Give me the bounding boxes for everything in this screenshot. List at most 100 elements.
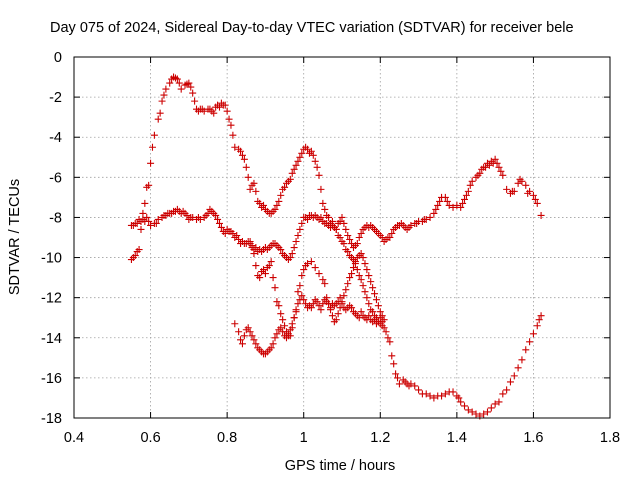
- data-point-marker: [384, 334, 392, 342]
- data-point-marker: [369, 308, 377, 316]
- data-point-marker: [407, 380, 415, 388]
- data-point-marker: [214, 215, 222, 223]
- data-point-marker: [284, 332, 292, 340]
- data-point-marker: [380, 316, 388, 324]
- data-point-marker: [150, 131, 158, 139]
- data-point-marker: [233, 231, 241, 239]
- data-point-marker: [256, 274, 264, 282]
- data-point-marker: [321, 205, 329, 213]
- data-point-marker: [311, 157, 319, 165]
- data-point-marker: [215, 103, 223, 111]
- data-point-marker: [277, 191, 285, 199]
- data-point-marker: [325, 300, 333, 308]
- data-point-marker: [229, 229, 237, 237]
- data-point-marker: [371, 290, 379, 298]
- data-point-marker: [522, 181, 530, 189]
- data-point-marker: [317, 185, 325, 193]
- data-point-marker: [323, 294, 331, 302]
- data-point-marker: [221, 229, 229, 237]
- x-tick-label: 1.4: [447, 430, 467, 446]
- data-point-marker: [317, 306, 325, 314]
- data-point-marker: [441, 193, 449, 201]
- data-point-marker: [246, 328, 254, 336]
- data-point-marker: [357, 250, 365, 258]
- data-point-marker: [457, 203, 465, 211]
- data-point-marker: [133, 219, 141, 227]
- y-tick-label: -18: [41, 411, 62, 427]
- data-point-marker: [483, 408, 491, 416]
- data-point-marker: [139, 209, 147, 217]
- data-point-marker: [152, 219, 160, 227]
- data-point-marker: [522, 346, 530, 354]
- data-point-marker: [359, 254, 367, 262]
- data-point-marker: [338, 298, 346, 306]
- y-tick-label: -8: [49, 210, 62, 226]
- data-point-marker: [537, 211, 545, 219]
- data-point-marker: [242, 163, 250, 171]
- data-point-marker: [238, 151, 246, 159]
- data-point-marker: [154, 215, 162, 223]
- data-point-marker: [290, 244, 298, 252]
- data-point-marker: [248, 332, 256, 340]
- data-point-marker: [457, 398, 465, 406]
- y-axis-label: SDTVAR / TECUs: [7, 179, 23, 295]
- data-point-marker: [292, 238, 300, 246]
- data-point-marker: [292, 161, 300, 169]
- data-point-marker: [252, 340, 260, 348]
- y-tick-label: -10: [41, 251, 62, 267]
- data-point-marker: [441, 390, 449, 398]
- data-point-marker: [340, 219, 348, 227]
- data-point-marker: [267, 344, 275, 352]
- data-point-marker: [340, 240, 348, 248]
- data-point-marker: [288, 320, 296, 328]
- data-point-marker: [430, 394, 438, 402]
- data-point-marker: [351, 258, 359, 266]
- data-point-marker: [382, 328, 390, 336]
- data-point-marker: [256, 199, 264, 207]
- data-point-marker: [328, 312, 336, 320]
- data-point-marker: [281, 322, 289, 330]
- data-point-marker: [394, 374, 402, 382]
- data-point-marker: [162, 85, 170, 93]
- data-point-marker: [438, 392, 446, 400]
- data-point-marker: [499, 390, 507, 398]
- data-point-marker: [265, 262, 273, 270]
- data-point-marker: [422, 215, 430, 223]
- data-point-marker: [244, 324, 252, 332]
- data-point-marker: [187, 83, 195, 91]
- data-point-marker: [388, 229, 396, 237]
- y-tick-label: -6: [49, 170, 62, 186]
- data-point-marker: [147, 159, 155, 167]
- data-point-marker: [154, 115, 162, 123]
- data-point-marker: [357, 308, 365, 316]
- data-point-marker: [380, 324, 388, 332]
- data-point-marker: [277, 310, 285, 318]
- data-point-marker: [260, 266, 268, 274]
- data-point-marker: [196, 215, 204, 223]
- data-point-marker: [449, 203, 457, 211]
- data-point-marker: [158, 97, 166, 105]
- data-point-marker: [148, 143, 156, 151]
- data-point-marker: [294, 288, 302, 296]
- data-point-marker: [298, 292, 306, 300]
- data-point-marker: [292, 308, 300, 316]
- data-point-marker: [407, 221, 415, 229]
- data-point-marker: [342, 225, 350, 233]
- data-point-marker: [273, 298, 281, 306]
- data-point-marker: [491, 155, 499, 163]
- data-point-marker: [290, 165, 298, 173]
- data-point-marker: [461, 402, 469, 410]
- data-point-marker: [156, 109, 164, 117]
- data-point-marker: [250, 336, 258, 344]
- data-point-marker: [307, 304, 315, 312]
- data-point-marker: [355, 234, 363, 241]
- data-point-marker: [493, 159, 501, 167]
- data-point-marker: [307, 147, 315, 155]
- data-point-marker: [145, 217, 153, 225]
- data-point-marker: [298, 149, 306, 157]
- y-tick-label: -12: [41, 291, 62, 307]
- data-point-marker: [411, 382, 419, 390]
- data-point-marker: [461, 195, 469, 203]
- data-point-marker: [459, 199, 467, 207]
- data-point-marker: [495, 398, 503, 406]
